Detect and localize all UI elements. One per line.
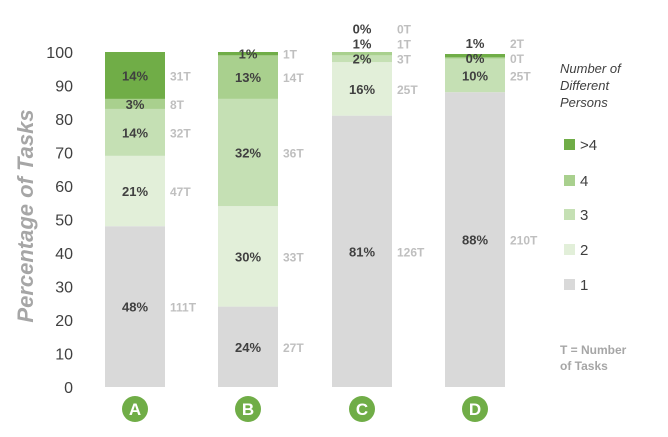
value-label-A->4: 14% xyxy=(122,68,148,83)
task-count-D-3: 25T xyxy=(510,69,531,83)
y-tick-label: 90 xyxy=(55,79,73,96)
category-badge-B xyxy=(235,396,261,422)
task-count-C-1: 126T xyxy=(397,245,425,259)
y-tick-label: 70 xyxy=(55,146,73,163)
value-label-A-4: 3% xyxy=(126,97,145,112)
value-label-C-2: 16% xyxy=(349,82,375,97)
y-tick-label: 20 xyxy=(55,313,73,330)
y-tick-label: 0 xyxy=(64,380,73,397)
bar-segment-C-2 xyxy=(332,62,392,116)
value-label-B-1: 24% xyxy=(235,340,261,355)
bar-segment-A-3 xyxy=(105,108,165,156)
value-label-A-3: 14% xyxy=(122,125,148,140)
bar-segment-C-4 xyxy=(332,52,392,56)
task-count-B->4: 1T xyxy=(283,48,298,62)
legend-label-3: 3 xyxy=(580,207,588,224)
bars: 48% 111T 21% 47T 14% 32T 3% 8T 14% 31T A 24% 27T 30% 3… xyxy=(105,22,538,422)
bar-segment-D->4 xyxy=(445,54,505,58)
bar-segment-D-4 xyxy=(445,57,505,59)
y-axis-label: Percentage of Tasks xyxy=(13,109,38,322)
legend-swatch-4 xyxy=(564,175,575,186)
value-label-D-4: 0% xyxy=(466,51,485,66)
value-label-D-1: 88% xyxy=(462,233,488,248)
y-axis: 0 10 20 30 40 50 60 70 80 90 100 xyxy=(46,45,73,397)
category-badge-D xyxy=(462,396,488,422)
bar-segment-B-3 xyxy=(218,98,278,207)
value-label-B->4: 1% xyxy=(239,47,258,62)
task-count-D-1: 210T xyxy=(510,234,538,248)
legend-swatch-1 xyxy=(564,279,575,290)
legend-title-line-3: Persons xyxy=(560,95,608,110)
bar-segment-C-1 xyxy=(332,115,392,388)
y-tick-label: 100 xyxy=(46,45,73,62)
legend-title: Number of Different Persons xyxy=(560,61,624,110)
legend-title-line-1: Number of xyxy=(560,61,622,76)
legend-label-4: 4 xyxy=(580,173,588,190)
task-count-C->4: 0T xyxy=(397,23,412,37)
category-label-C: C xyxy=(356,400,368,419)
bar-segment-B-4 xyxy=(218,55,278,99)
task-count-C-3: 3T xyxy=(397,53,412,67)
y-tick-label: 80 xyxy=(55,112,73,129)
value-label-D->4: 1% xyxy=(466,36,485,51)
tasks-note-line-2: of Tasks xyxy=(560,359,608,373)
legend-swatch-2 xyxy=(564,244,575,255)
value-label-B-3: 32% xyxy=(235,146,261,161)
legend-swatch-3 xyxy=(564,209,575,220)
task-count-B-3: 36T xyxy=(283,147,304,161)
tasks-note: T = Number of Tasks xyxy=(560,343,630,373)
y-tick-label: 40 xyxy=(55,246,73,263)
value-label-A-1: 48% xyxy=(122,300,148,315)
task-count-B-1: 27T xyxy=(283,341,304,355)
value-label-A-2: 21% xyxy=(122,184,148,199)
bar-segment-C-3 xyxy=(332,55,392,63)
category-badge-A xyxy=(122,396,148,422)
task-count-D->4: 2T xyxy=(510,37,525,51)
category-label-A: A xyxy=(129,400,141,419)
legend: Number of Different Persons >4 4 3 2 1 xyxy=(560,61,624,294)
value-label-D-3: 10% xyxy=(462,68,488,83)
category-label-D: D xyxy=(469,400,481,419)
bar-segment-D-3 xyxy=(445,58,505,93)
legend-swatch->4 xyxy=(564,139,575,150)
category-label-B: B xyxy=(242,400,254,419)
task-count-B-2: 33T xyxy=(283,250,304,264)
task-count-A-3: 32T xyxy=(170,126,191,140)
task-count-A-4: 8T xyxy=(170,98,185,112)
bar-segment-A-2 xyxy=(105,155,165,227)
legend-label-2: 2 xyxy=(580,242,588,259)
bar-segment-A->4 xyxy=(105,52,165,99)
bar-segment-B-2 xyxy=(218,206,278,307)
legend-title-line-2: Different xyxy=(560,78,611,93)
value-label-C-3: 2% xyxy=(353,52,372,67)
task-count-A-2: 47T xyxy=(170,185,191,199)
bar-segment-D-1 xyxy=(445,92,505,387)
task-count-A-1: 111T xyxy=(170,301,197,315)
tasks-note-line-1: T = Number xyxy=(560,343,627,357)
task-count-B-4: 14T xyxy=(283,71,304,85)
y-tick-label: 30 xyxy=(55,280,73,297)
y-tick-label: 60 xyxy=(55,179,73,196)
value-label-C-4: 1% xyxy=(353,37,372,52)
task-count-D-4: 0T xyxy=(510,52,525,66)
value-label-B-2: 30% xyxy=(235,249,261,264)
task-count-C-2: 25T xyxy=(397,83,418,97)
bar-segment-A-1 xyxy=(105,226,165,387)
task-count-C-4: 1T xyxy=(397,38,412,52)
bar-segment-B->4 xyxy=(218,52,278,56)
value-label-C-1: 81% xyxy=(349,244,375,259)
legend-label->4: >4 xyxy=(580,137,597,154)
task-count-A->4: 31T xyxy=(170,69,191,83)
category-badge-C xyxy=(349,396,375,422)
value-label-C->4: 0% xyxy=(353,22,372,37)
y-tick-label: 50 xyxy=(55,213,73,230)
legend-label-1: 1 xyxy=(580,277,588,294)
bar-segment-B-1 xyxy=(218,306,278,387)
bar-segment-A-4 xyxy=(105,98,165,109)
y-tick-label: 10 xyxy=(55,347,73,364)
value-label-B-4: 13% xyxy=(235,70,261,85)
